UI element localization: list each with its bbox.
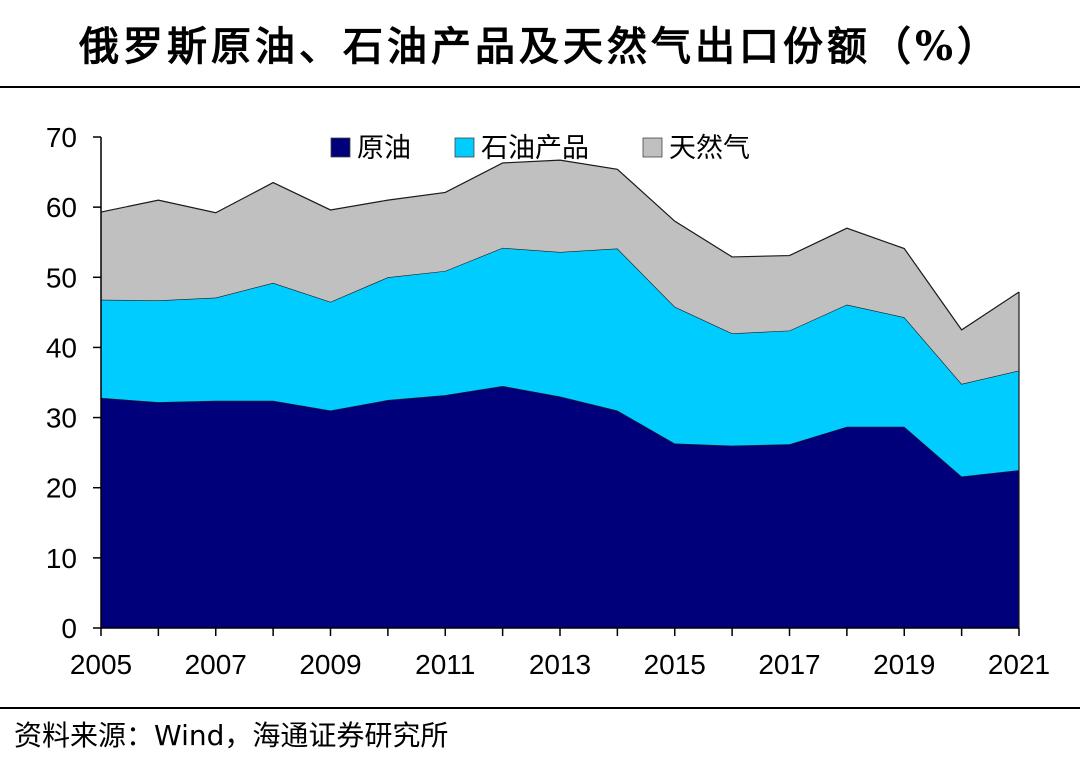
y-tick-label: 20 (46, 473, 77, 504)
x-tick-label: 2009 (299, 649, 361, 680)
chart-title: 俄罗斯原油、石油产品及天然气出口份额（%） (78, 23, 1001, 70)
axes: 0 10 20 30 40 50 60 70 2005 2007 2009 2011 2013 2015 2… (46, 122, 1050, 680)
x-tick-label: 2011 (415, 649, 475, 680)
x-tick-label: 2013 (529, 649, 591, 680)
y-tick-label: 50 (46, 262, 77, 293)
source-note: 资料来源：Wind，海通证券研究所 (14, 719, 449, 752)
title-bar: 俄罗斯原油、石油产品及天然气出口份额（%） (0, 0, 1080, 86)
area-oil-products (101, 247, 1019, 477)
area-edge-natural-gas (100, 159, 1020, 331)
legend: 原油 石油产品 天然气 (330, 133, 750, 164)
x-tick-label: 2015 (644, 649, 706, 680)
legend-label-natural-gas: 天然气 (669, 133, 750, 164)
x-tick-label: 2005 (70, 649, 132, 680)
stacked-area-chart: 0 10 20 30 40 50 60 70 2005 2007 2009 2011 2013 2015 2… (46, 122, 1050, 680)
legend-swatch-natural-gas (642, 137, 663, 158)
y-tick-label: 60 (46, 192, 77, 223)
y-tick-label: 0 (61, 613, 77, 644)
legend-label-crude-oil: 原油 (357, 133, 411, 164)
footer-divider (0, 707, 1080, 709)
area-natural-gas (101, 160, 1019, 384)
legend-swatch-crude-oil (330, 137, 351, 158)
y-tick-label: 70 (46, 122, 77, 153)
area-layers (100, 159, 1020, 628)
y-tick-label: 40 (46, 332, 77, 363)
legend-swatch-oil-products (454, 137, 475, 158)
x-tick-label: 2021 (988, 649, 1050, 680)
title-divider (0, 86, 1080, 88)
x-tick-label: 2017 (758, 649, 820, 680)
area-crude-oil (101, 386, 1019, 628)
x-tick-label: 2007 (185, 649, 247, 680)
y-tick-label: 10 (46, 543, 77, 574)
legend-label-oil-products: 石油产品 (481, 133, 589, 164)
x-tick-label: 2019 (873, 649, 935, 680)
y-tick-label: 30 (46, 403, 77, 434)
